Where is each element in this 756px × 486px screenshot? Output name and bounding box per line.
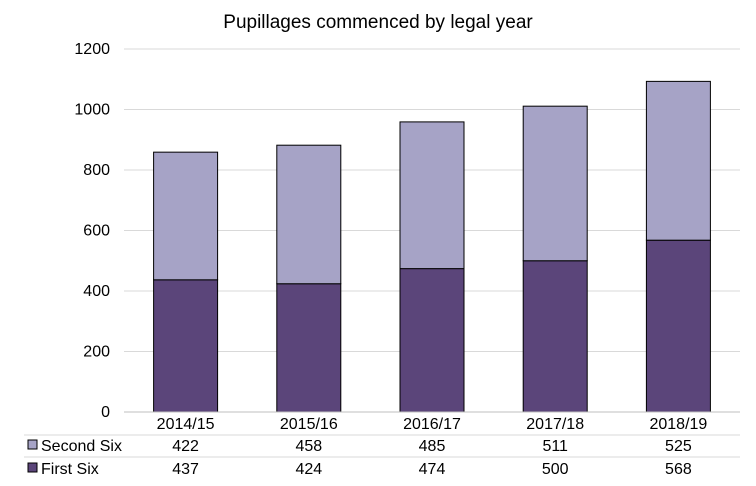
y-tick-label: 200 (83, 344, 110, 361)
table-cell: 525 (665, 438, 692, 455)
bar-first-six-2016-17 (399, 268, 465, 413)
y-tick-label: 400 (83, 283, 110, 300)
bar-first-six-2014-15 (153, 279, 219, 413)
x-tick-label: 2018/19 (649, 416, 707, 433)
y-tick-label: 800 (83, 162, 110, 179)
table-cell: 485 (419, 438, 446, 455)
bar-second-six-2018-19 (645, 80, 711, 241)
table-cell: 424 (295, 461, 322, 478)
y-axis-ticks: 0 200 400 600 800 1000 1200 (74, 41, 110, 421)
x-tick-label: 2014/15 (157, 416, 215, 433)
bars (153, 80, 711, 413)
table-cell: 437 (172, 461, 199, 478)
bar-second-six-2014-15 (153, 151, 219, 281)
legend-label: Second Six (41, 438, 122, 455)
legend-key-second-six (27, 439, 38, 450)
table-cell: 474 (419, 461, 446, 478)
table-cell: 422 (172, 438, 199, 455)
bar-first-six-2017-18 (522, 260, 588, 413)
x-tick-label: 2016/17 (403, 416, 461, 433)
x-tick-label: 2017/18 (526, 416, 584, 433)
table-cell: 500 (542, 461, 569, 478)
bar-second-six-2017-18 (522, 105, 588, 262)
table-cell: 568 (665, 461, 692, 478)
bar-first-six-2015-16 (276, 283, 342, 413)
x-tick-label: 2015/16 (280, 416, 338, 433)
table-cell: 511 (542, 438, 568, 455)
y-tick-label: 1000 (74, 102, 110, 119)
y-tick-label: 1200 (74, 41, 110, 58)
y-tick-label: 600 (83, 223, 110, 240)
bar-second-six-2015-16 (276, 144, 342, 285)
table-cell: 458 (295, 438, 322, 455)
data-table: 2014/15 2015/16 2016/17 2017/18 2018/19 Secon… (24, 416, 740, 478)
chart-title: Pupillages commenced by legal year (223, 12, 533, 33)
legend-key-first-six (27, 462, 38, 473)
y-tick-label: 0 (101, 404, 110, 421)
legend-label: First Six (41, 461, 99, 478)
bar-second-six-2016-17 (399, 121, 465, 270)
bar-first-six-2018-19 (645, 239, 711, 413)
